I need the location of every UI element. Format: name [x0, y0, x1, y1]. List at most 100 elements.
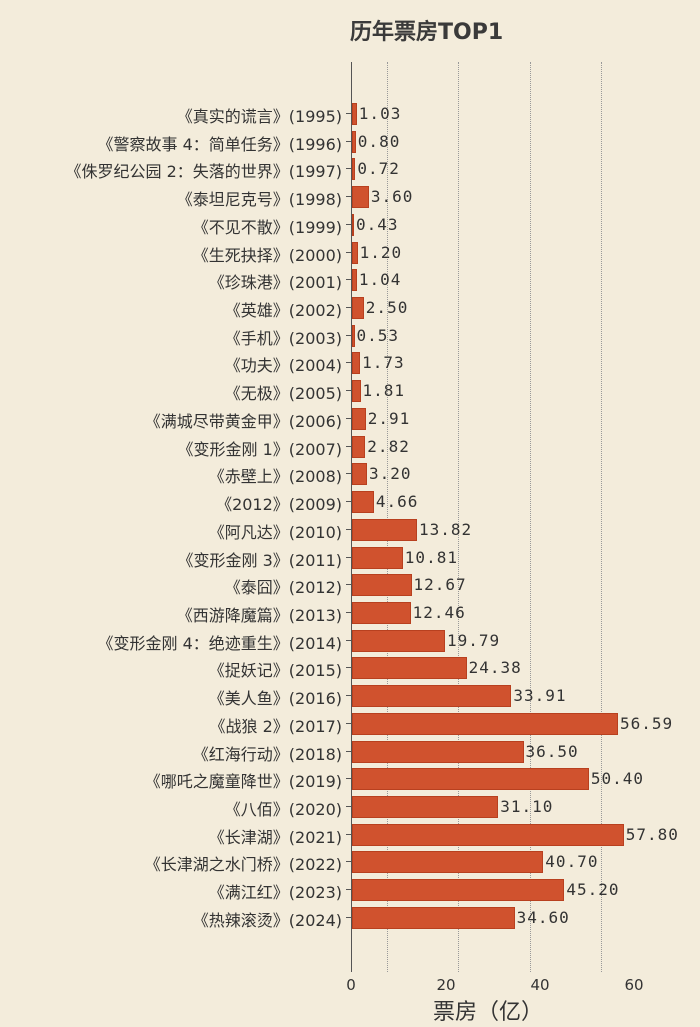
- value-label: 19.79: [447, 630, 501, 650]
- value-label: 40.70: [545, 852, 599, 872]
- category-label: 《泰坦尼克号》(1998): [176, 190, 342, 210]
- bar-row: 《满江红》(2023) 45.20: [0, 877, 700, 903]
- bar-row: 《变形金刚 4：绝迹重生》(2014) 19.79: [0, 628, 700, 654]
- value-label: 1.73: [362, 353, 405, 373]
- category-label: 《真实的谎言》(1995): [176, 107, 342, 126]
- bar: [352, 851, 544, 874]
- bar-row: 《功夫》(2004) 1.73: [0, 350, 700, 376]
- y-tick: [346, 417, 351, 419]
- bar: [352, 823, 624, 846]
- category-label: 《功夫》(2004): [224, 356, 342, 376]
- y-tick: [346, 667, 351, 669]
- category-label: 《手机》(2003): [224, 328, 342, 348]
- bar-row: 《哪吒之魔童降世》(2019) 50.40: [0, 766, 700, 792]
- bar: [352, 685, 512, 708]
- bar-row: 《西游降魔篇》(2013) 12.46: [0, 600, 700, 626]
- gridline: [530, 62, 531, 972]
- y-tick: [346, 334, 351, 336]
- y-tick: [346, 140, 351, 142]
- y-tick: [346, 501, 351, 503]
- bar: [352, 879, 565, 902]
- category-label: 《八佰》(2020): [224, 800, 342, 819]
- bar: [352, 574, 412, 597]
- bar: [352, 463, 367, 486]
- bar-row: 《不见不散》(1999) 0.43: [0, 212, 700, 238]
- value-label: 10.81: [404, 547, 458, 567]
- value-label: 0.53: [356, 325, 400, 345]
- x-tick-label: 60: [624, 976, 644, 994]
- value-label: 50.40: [590, 769, 645, 789]
- value-label: 45.20: [566, 880, 620, 900]
- y-tick: [346, 611, 351, 613]
- y-tick: [346, 584, 351, 586]
- y-tick: [346, 223, 351, 225]
- category-label: 《变形金刚 1》(2007): [177, 439, 342, 459]
- y-tick: [346, 889, 351, 891]
- category-label: 《2012》(2009): [216, 495, 342, 515]
- y-axis-line: [351, 62, 352, 972]
- category-label: 《美人鱼》(2016): [208, 689, 342, 709]
- category-label: 《长津湖》(2021): [208, 827, 342, 847]
- bar: [352, 796, 499, 818]
- category-label: 《红海行动》(2018): [192, 744, 342, 764]
- value-label: 34.60: [516, 907, 570, 927]
- x-tick-label: 0: [346, 976, 356, 994]
- x-tick-label: 20: [436, 976, 456, 994]
- y-tick: [346, 279, 351, 281]
- bar-row: 《变形金刚 3》(2011) 10.81: [0, 545, 700, 571]
- bar-row: 《警察故事 4：简单任务》(1996) 0.80: [0, 129, 700, 155]
- y-tick: [346, 861, 351, 863]
- y-tick: [346, 113, 351, 114]
- bar-row: 《战狼 2》(2017) 56.59: [0, 711, 700, 737]
- bar-row: 《2012》(2009) 4.66: [0, 489, 700, 515]
- category-label: 《珍珠港》(2001): [208, 273, 342, 293]
- category-label: 《变形金刚 3》(2011): [177, 550, 342, 570]
- y-tick: [346, 528, 351, 530]
- bar-row: 《泰囧》(2012) 12.67: [0, 572, 700, 598]
- bar: [352, 241, 358, 264]
- y-tick: [346, 833, 351, 835]
- value-label: 2.91: [367, 408, 411, 428]
- category-label: 《满江红》(2023): [208, 883, 342, 903]
- y-tick: [346, 168, 351, 170]
- category-label: 《生死抉择》(2000): [192, 245, 342, 265]
- value-label: 1.81: [362, 381, 406, 401]
- value-label: 12.67: [413, 575, 467, 595]
- value-label: 3.60: [370, 187, 414, 207]
- bar: [352, 601, 411, 624]
- y-tick: [346, 445, 351, 447]
- value-label: 31.10: [500, 797, 554, 816]
- bar: [352, 130, 356, 153]
- bar: [352, 657, 467, 680]
- bar-row: 《侏罗纪公园 2：失落的世界》(1997) 0.72: [0, 156, 700, 182]
- y-tick: [346, 307, 351, 309]
- bar: [352, 186, 369, 209]
- bar: [352, 712, 618, 735]
- gridline: [387, 62, 388, 972]
- bar: [352, 740, 524, 763]
- category-label: 《警察故事 4：简单任务》(1996): [97, 134, 342, 154]
- value-label: 24.38: [468, 658, 522, 678]
- value-label: 1.04: [358, 270, 402, 290]
- value-label: 13.82: [419, 519, 473, 539]
- category-label: 《赤壁上》(2008): [208, 467, 342, 487]
- y-tick: [346, 806, 351, 807]
- bar: [352, 906, 515, 929]
- category-label: 《变形金刚 4：绝迹重生》(2014): [97, 633, 342, 653]
- bar: [352, 158, 356, 181]
- bar: [352, 407, 366, 430]
- value-label: 2.82: [367, 436, 410, 456]
- y-tick: [346, 778, 351, 780]
- value-label: 56.59: [620, 713, 674, 733]
- category-label: 《英雄》(2002): [224, 301, 342, 321]
- value-label: 57.80: [625, 824, 679, 844]
- value-label: 2.50: [365, 298, 409, 318]
- bar: [352, 518, 417, 541]
- value-label: 0.80: [357, 131, 401, 151]
- bar-row: 《真实的谎言》(1995) 1.03: [0, 101, 700, 127]
- category-label: 《侏罗纪公园 2：失落的世界》(1997): [65, 162, 342, 182]
- bar: [352, 213, 354, 236]
- y-tick: [346, 556, 351, 558]
- x-axis-label: 票房（亿）: [433, 1000, 544, 1025]
- category-label: 《满城尽带黄金甲》(2006): [144, 411, 342, 431]
